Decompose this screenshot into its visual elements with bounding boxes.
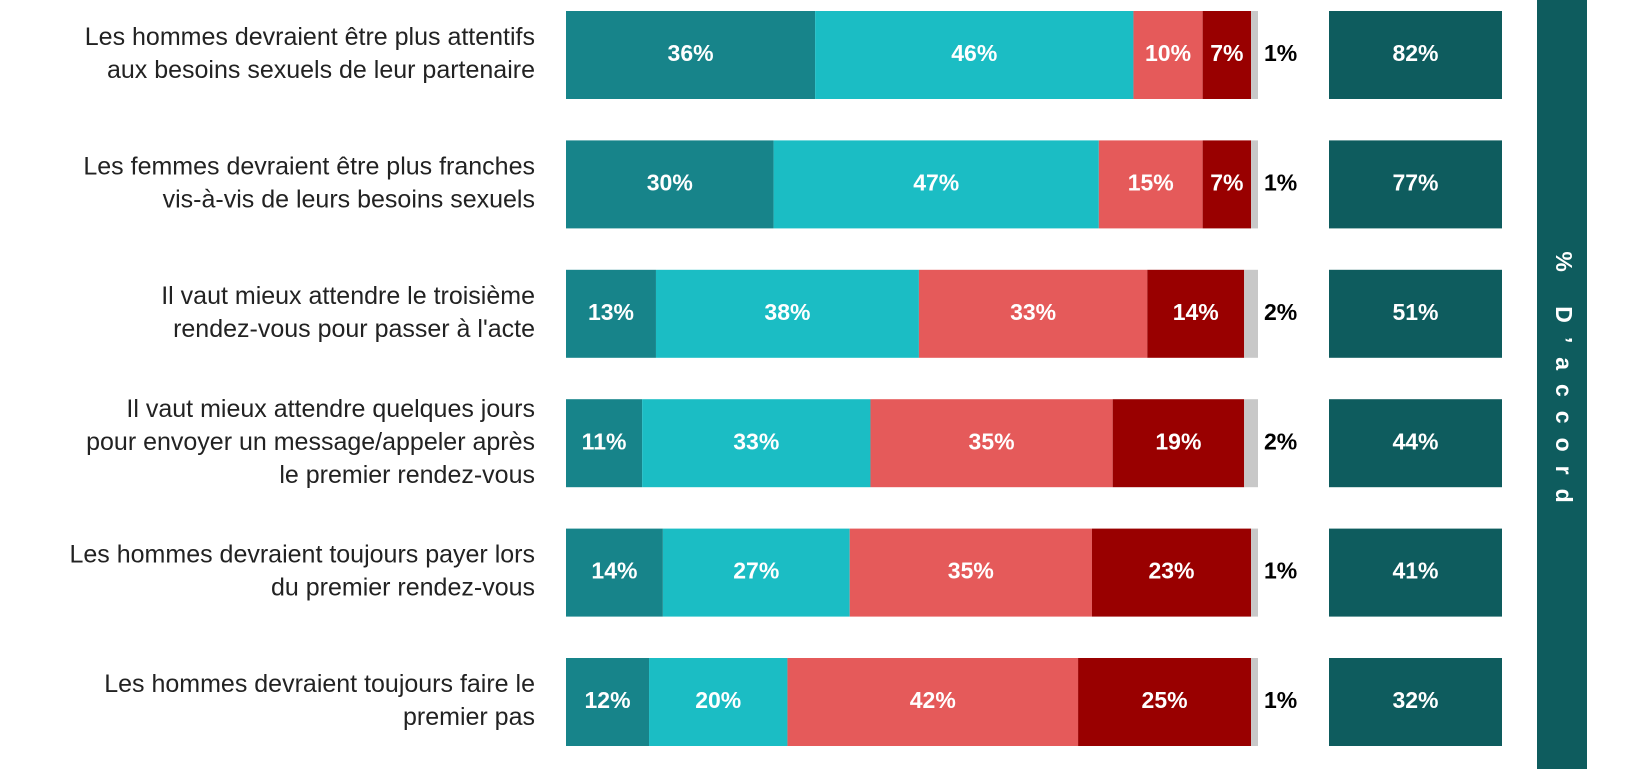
bar-segment [566,528,663,617]
value-label: 46% [951,40,997,66]
value-label: 30% [647,169,693,195]
bar-segment [773,140,1099,229]
total-box [1329,269,1502,358]
category-label: vis-à-vis de leurs besoins sexuels [163,186,535,214]
total-label: 44% [1392,428,1438,454]
value-label: 36% [668,40,714,66]
total-label: 32% [1392,687,1438,713]
totals-title: % D’accord [1551,251,1577,516]
value-label: 33% [1010,299,1056,325]
bar-segment [1251,528,1258,617]
bar-segment [649,658,788,746]
bar-segment [1112,399,1245,488]
total-label: 82% [1392,40,1438,66]
bar-segment [1133,11,1203,99]
bar-segment [1251,140,1258,229]
value-label: 1% [1264,687,1297,713]
total-box [1329,399,1502,488]
total-label: 77% [1392,169,1438,195]
value-label: 1% [1264,558,1297,584]
value-label: 20% [695,687,741,713]
bar-segment [1202,11,1252,99]
bar-segment [815,11,1134,99]
bar-segment [849,528,1092,617]
value-label: 23% [1148,558,1194,584]
bar-segment [1251,11,1258,99]
value-label: 7% [1210,169,1243,195]
total-box [1329,11,1502,99]
value-label: 13% [588,299,634,325]
value-label: 14% [591,558,637,584]
category-label: Les hommes devraient toujours faire le [104,670,535,698]
value-label: 42% [910,687,956,713]
bar-segment [1251,658,1258,746]
value-label: 38% [764,299,810,325]
bar-segment [1244,399,1258,488]
bar-segment [566,399,643,488]
category-label: aux besoins sexuels de leur partenaire [107,56,535,84]
total-label: 51% [1392,299,1438,325]
value-label: 12% [584,687,630,713]
totals-header [1537,0,1587,769]
category-label: pour envoyer un message/appeler après [86,428,535,456]
bar-segment [1091,528,1252,617]
value-label: 10% [1145,40,1191,66]
value-label: 1% [1264,40,1297,66]
bar-segment [566,269,656,358]
category-label: Les hommes devraient être plus attentifs [85,23,535,51]
bar-segment [918,269,1148,358]
value-label: 2% [1264,299,1297,325]
category-label: le premier rendez-vous [279,461,535,489]
bar-segment [566,11,816,99]
value-label: 27% [733,558,779,584]
value-label: 15% [1128,169,1174,195]
category-label: premier pas [403,703,535,731]
category-label: Il vaut mieux attendre le troisième [161,282,535,310]
value-label: 35% [948,558,994,584]
value-label: 7% [1210,40,1243,66]
value-label: 1% [1264,169,1297,195]
bar-segment [642,399,871,488]
bar-segment [787,658,1079,746]
category-label: du premier rendez-vous [271,574,535,602]
total-box [1329,658,1502,746]
bar-segment [1078,658,1252,746]
total-box [1329,140,1502,229]
bar-segment [1098,140,1203,229]
bar-segment [1147,269,1245,358]
value-label: 14% [1173,299,1219,325]
category-label: Il vaut mieux attendre quelques jours [126,395,535,423]
bar-segment [1244,269,1258,358]
category-label: Les hommes devraient toujours payer lors [69,541,535,569]
bar-segment [662,528,850,617]
bar-segment [1202,140,1252,229]
value-label: 19% [1155,428,1201,454]
value-label: 33% [733,428,779,454]
category-label: Les femmes devraient être plus franches [83,153,535,181]
value-label: 47% [913,169,959,195]
total-box [1329,528,1502,617]
bar-segment [566,140,774,229]
bar-segment [655,269,919,358]
bar-segment [870,399,1113,488]
category-label: rendez-vous pour passer à l'acte [173,315,535,343]
value-label: 25% [1142,687,1188,713]
bar-segment [566,658,650,746]
value-label: 11% [582,428,627,454]
value-label: 35% [969,428,1015,454]
total-label: 41% [1392,558,1438,584]
value-label: 2% [1264,428,1297,454]
